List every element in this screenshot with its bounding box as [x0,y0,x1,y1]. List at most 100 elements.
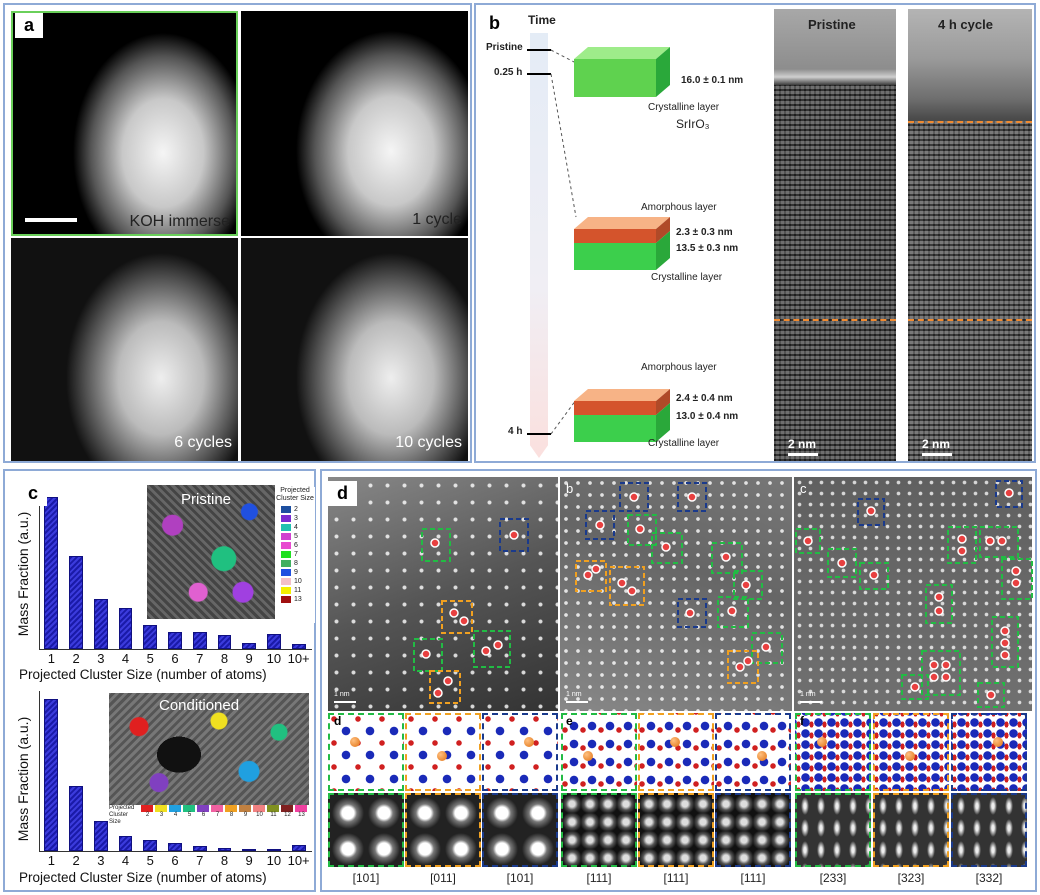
legend-swatch [281,541,291,549]
legend-bottom-item: 7 [211,805,224,818]
atomic-model-tile [328,713,404,791]
bar-bottom-10+ [291,844,306,851]
tick-label-top-3: 3 [97,651,105,666]
atomic-model-tile [873,713,949,791]
time-axis [530,33,548,458]
simulated-image-tile [795,793,871,867]
sublabel-b: b [566,481,574,496]
bar-bottom-7 [192,846,207,851]
tem-image-4h: 4 h cycle 2 nm [908,9,1032,461]
legend-bottom-item: 9 [239,805,252,818]
block3-t2: 13.0 ± 0.4 nm [676,411,739,422]
legend-value: 6 [201,812,206,818]
tem-scalebar-4h [922,453,952,456]
bar-top-6 [168,632,182,649]
legend-top-item: 13 [275,595,315,604]
stem-atomic-3: c 1 nm [794,477,1032,711]
legend-swatch [169,805,181,812]
chart-top-plot [39,489,312,650]
legend-swatch [253,805,265,812]
bar-bottom-10 [266,849,281,851]
legend-bottom-item: 6 [197,805,210,818]
ir-atom [583,751,593,761]
tick-label-top-10: 10 [266,651,282,666]
zone-axis-label: [111] [586,871,612,885]
tick-label-top-4: 4 [121,651,130,666]
tick-label-bottom-8: 8 [220,853,229,868]
legend-value: 3 [159,812,164,818]
tem-title-4h: 4 h cycle [938,17,993,32]
simulated-image-tile [405,793,481,867]
crystal-block-pristine [574,47,670,97]
legend-bottom-item: 10 [253,805,266,818]
zone-axis-label: [111] [663,871,689,885]
legend-value: 5 [187,812,192,818]
legend-value: 4 [173,812,178,818]
bar-top-5 [143,624,158,649]
chart-bottom-ticks: 1 2 3 4 5 6 7 8 9 10 10+ [39,853,311,869]
legend-value: 9 [294,569,298,576]
stem-atomic-2: b 1 nm [560,477,792,711]
tem-dashed-line [774,319,896,321]
tem-image-pristine: Pristine 2 nm [774,9,896,461]
legend-top-item: 3 [275,514,315,523]
ir-atom [437,751,447,761]
bar-top-10 [266,633,281,649]
legend-swatch [281,577,291,585]
atomic-model-tile [715,713,791,791]
legend-value: 13 [298,812,305,818]
ir-atom [350,737,360,747]
atomic-model-tile [951,713,1027,791]
legend-bottom-item: 13 [295,805,308,818]
bar-top-7 [192,632,207,649]
legend-bottom: Projected Cluster Size 2 3 4 5 6 7 8 9 10 11 12 13 [109,805,309,825]
legend-swatch [281,550,291,558]
zone-axis-label: [101] [352,871,380,885]
bar-bottom-5 [143,840,158,851]
panel-a: a KOH immerse 1 cycle 6 cycles 10 cycles [3,3,472,463]
legend-value: 7 [215,812,220,818]
inset-title-conditioned: Conditioned [159,697,240,714]
legend-swatch [281,559,291,567]
tick-label-bottom-10+: 10+ [287,853,310,868]
tem-title-pristine: Pristine [808,17,856,32]
scale-bar [25,218,77,222]
scale-d1: 1 nm [334,691,350,698]
legend-value: 8 [294,560,298,567]
tick-label-top-6: 6 [171,651,179,666]
legend-value: 6 [294,542,298,549]
bar-top-10+ [291,644,306,649]
bar-top-3 [93,598,108,649]
bar-top-8 [217,635,232,649]
legend-top-item: 6 [275,541,315,550]
simulated-image-tile [482,793,558,867]
legend-value: 7 [294,551,298,558]
block2-bottom-layer: Crystalline layer [651,272,723,283]
tick-label-top-8: 8 [220,651,229,666]
legend-bottom-item: 12 [281,805,294,818]
bar-bottom-6 [168,843,182,851]
zone-axis-label: [011] [430,871,456,885]
row-label-d: d [334,714,342,728]
legend-swatch [281,568,291,576]
legend-swatch [281,523,291,531]
tem-lattice-4h [908,121,1032,461]
tick-label-top-10+: 10+ [287,651,310,666]
tem-scale-4h: 2 nm [922,437,951,451]
tick-label-bottom-7: 7 [196,853,204,868]
bar-bottom-9 [242,849,257,851]
tem-lattice-pristine [774,85,896,461]
block2-top-layer: Amorphous layer [641,202,717,213]
panel-c: c Mass Fraction (a.u.) 1 2 3 4 5 6 7 8 9 10 10+ Pr… [3,469,316,892]
time-mark-pristine: Pristine [486,42,523,53]
bar-top-1 [44,497,59,649]
ir-atom [993,737,1003,747]
amorph-block-4h [574,389,670,442]
panel-b-label: b [480,11,509,36]
chart-top-ticks: 1 2 3 4 5 6 7 8 9 10 10+ [39,651,311,667]
ylabel-bottom: Mass Fraction (a.u.) [15,716,31,842]
legend-bottom-item: 8 [225,805,238,818]
caption-1cycle: 1 cycle [412,211,462,228]
legend-value: 10 [294,578,302,585]
scale-d2: 1 nm [566,691,582,698]
